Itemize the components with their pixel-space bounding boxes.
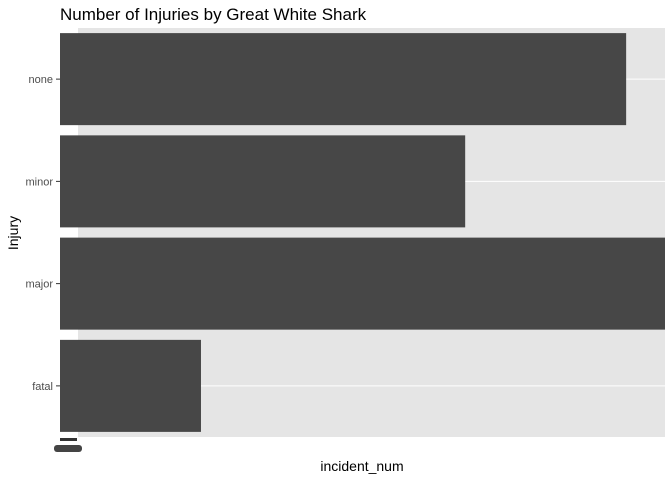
bar-major [60,237,665,330]
bar-minor [60,135,466,228]
y-tick-label: major [25,279,53,291]
x-axis-title: incident_num [320,458,403,474]
bar-none [60,33,627,126]
x-tick-label-cluster [54,445,82,452]
chart-title: Number of Injuries by Great White Shark [60,5,367,24]
x-tick-label-cluster [60,438,77,441]
bar-fatal [60,339,201,432]
y-axis-title: Injury [5,216,21,250]
y-tick-label: minor [25,176,53,188]
x-axis-ticks [54,438,82,452]
y-tick-label: none [29,74,53,86]
y-axis: none minor major fatal [25,74,60,393]
bars [60,33,665,432]
y-tick-label: fatal [32,381,53,393]
